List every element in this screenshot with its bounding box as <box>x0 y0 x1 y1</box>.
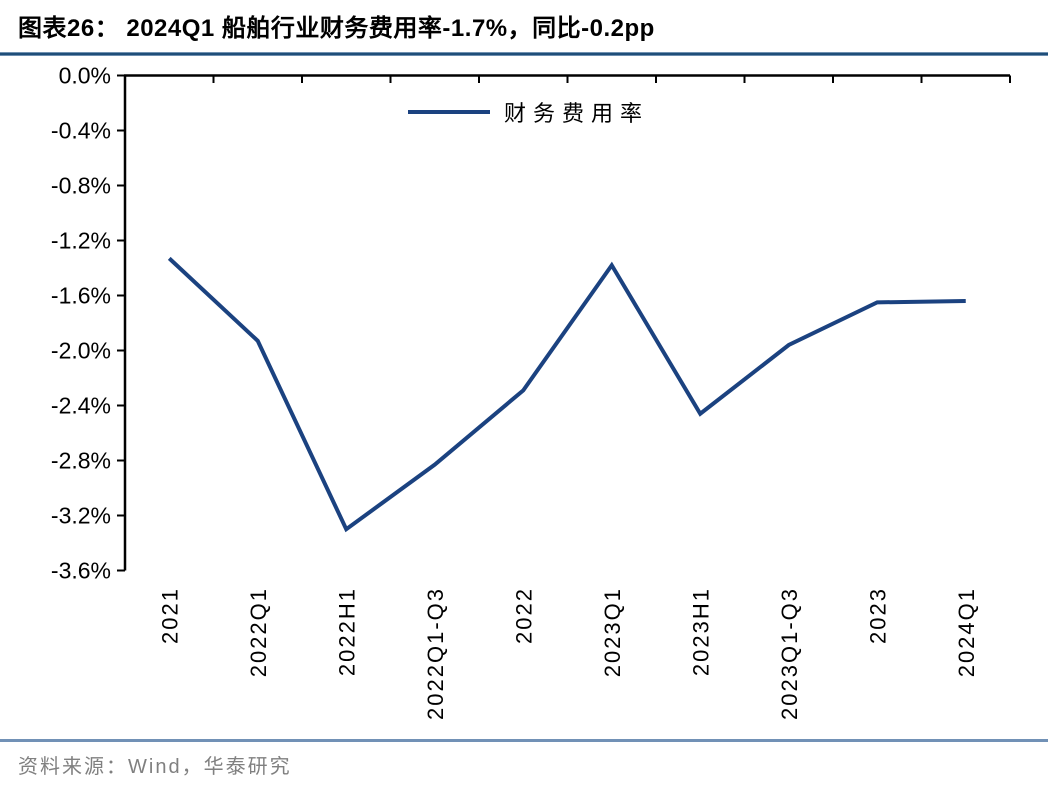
y-tick-label: -1.2% <box>51 228 111 254</box>
x-tick-label: 2023 <box>865 587 890 644</box>
y-tick-label: -3.6% <box>51 558 111 584</box>
y-tick-label: -0.4% <box>51 118 111 144</box>
footer-divider-line <box>0 739 1048 742</box>
y-tick-label: -2.8% <box>51 448 111 474</box>
x-tick-label: 2022Q1 <box>246 587 271 677</box>
x-tick-label: 2024Q1 <box>954 587 979 677</box>
chart-legend: 财务费用率 <box>408 96 649 128</box>
y-tick-label: -2.4% <box>51 393 111 419</box>
y-tick-label: -3.2% <box>51 503 111 529</box>
data-source-note: 资料来源：Wind，华泰研究 <box>18 756 292 778</box>
title-divider-line <box>0 52 1048 56</box>
y-tick-label: -0.8% <box>51 173 111 199</box>
series-line-caiwufeiyonglv <box>167 256 966 533</box>
legend-series-label: 财务费用率 <box>504 101 650 126</box>
x-tick-label: 2023Q1 <box>600 587 625 677</box>
y-tick-label: 0.0% <box>59 63 111 89</box>
legend-line-swatch <box>408 110 490 114</box>
y-tick-label: -2.0% <box>51 338 111 364</box>
x-tick-label: 2022H1 <box>334 587 359 676</box>
x-tick-label: 2021 <box>157 587 182 644</box>
x-tick-label: 2022Q1-Q3 <box>423 587 448 720</box>
chart-title: 图表26： 2024Q1 船舶行业财务费用率-1.7%，同比-0.2pp <box>18 15 655 42</box>
y-tick-label: -1.6% <box>51 283 111 309</box>
x-tick-label: 2023H1 <box>688 587 713 676</box>
x-tick-label: 2023Q1-Q3 <box>777 587 802 720</box>
x-tick-label: 2022 <box>511 587 536 644</box>
